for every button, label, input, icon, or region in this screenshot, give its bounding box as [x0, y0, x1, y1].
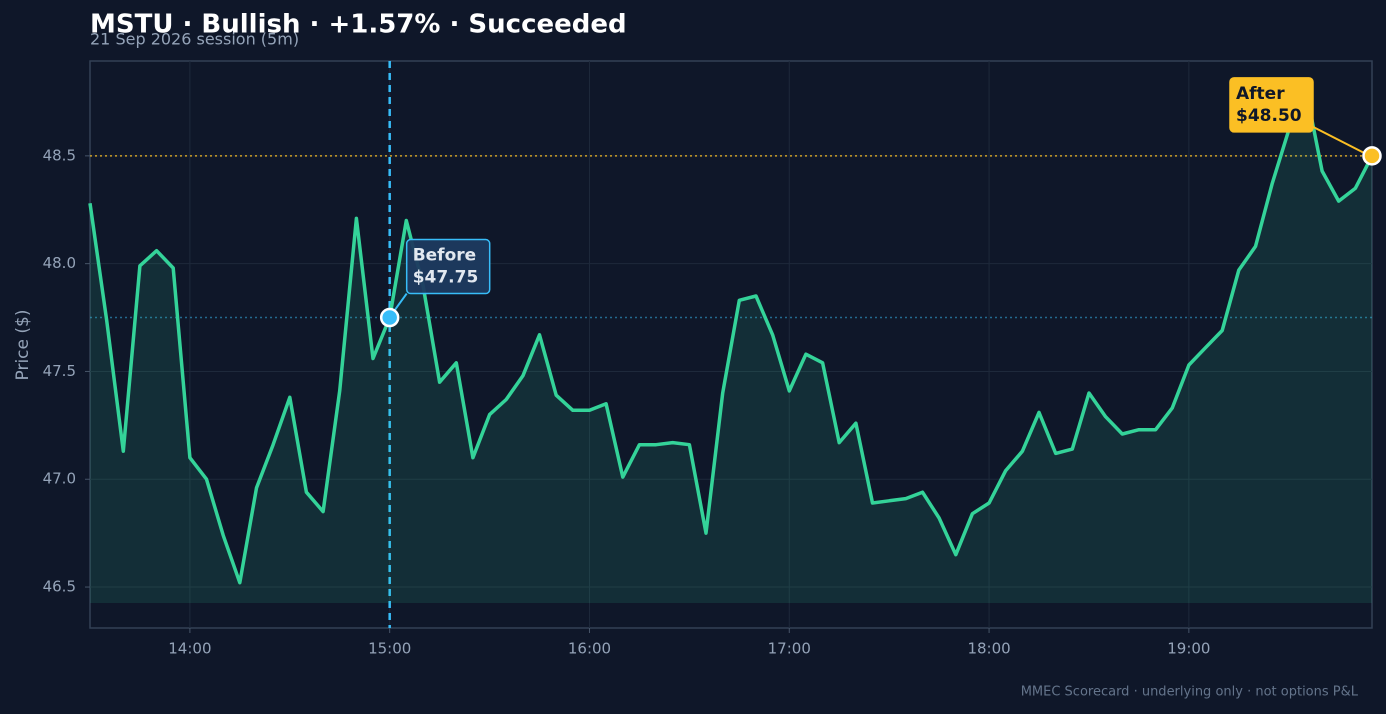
annotation-value: $47.75	[413, 268, 479, 288]
chart-title: MSTU · Bullish · +1.57% · Succeeded	[90, 10, 627, 40]
annotation-box	[1229, 77, 1314, 133]
footer: MMEC Scorecard · underlying only · not o…	[1021, 685, 1359, 700]
x-tick-label: 18:00	[967, 640, 1010, 658]
y-axis-label: Price ($)	[13, 310, 33, 381]
x-tick-label: 15:00	[368, 640, 411, 658]
y-tick-label: 48.0	[43, 254, 76, 272]
y-tick-label: 47.0	[43, 470, 76, 488]
annotation-arrow	[392, 292, 408, 313]
marker	[1362, 146, 1382, 166]
x-tick-label: 19:00	[1167, 640, 1210, 658]
y-tick-label: 46.5	[43, 578, 76, 596]
annotation-label: After	[1236, 84, 1285, 104]
area	[90, 86, 1372, 603]
annotation-label: Before	[413, 246, 476, 266]
annotation-value: $48.50	[1236, 106, 1302, 126]
y-tick-label: 48.5	[43, 146, 76, 164]
x-tick-label: 14:00	[168, 640, 211, 658]
x-tick-label: 17:00	[768, 640, 811, 658]
chart-subtitle: 21 Sep 2026 session (5m)	[90, 30, 299, 49]
marker	[379, 307, 400, 328]
y-tick-label: 47.5	[43, 362, 76, 380]
line	[88, 85, 1374, 585]
x-tick-label: 16:00	[568, 640, 611, 658]
annotation-box	[405, 238, 491, 295]
annotation-arrow	[1312, 125, 1365, 154]
